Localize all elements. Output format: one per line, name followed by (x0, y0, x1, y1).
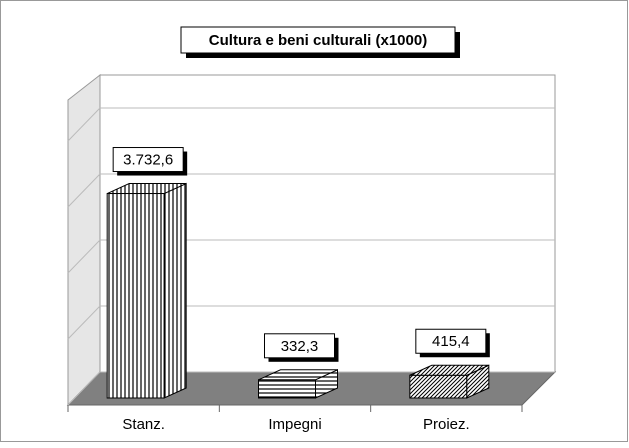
value-label-box (415, 328, 487, 354)
value-label: 332,3 (281, 338, 319, 355)
bar-top (409, 364, 490, 376)
grid-line-side (67, 239, 101, 274)
grid-line-side (67, 371, 101, 406)
x-tick-label: Proiez. (423, 416, 470, 433)
value-label-box (264, 333, 335, 359)
x-tick-label: Impegni (268, 416, 321, 433)
x-tick-label: Stanz. (122, 416, 165, 433)
bar-front (106, 193, 165, 399)
grid-line-side (67, 173, 101, 208)
value-label: 3.732,6 (123, 151, 173, 168)
chart-title: Cultura e beni culturali (x1000) (209, 32, 427, 49)
bar-front (258, 379, 316, 399)
value-label: 415,4 (432, 333, 470, 350)
bar-front (409, 374, 468, 399)
grid-line-side (67, 305, 101, 340)
bar-top (258, 369, 338, 381)
bar-side (163, 182, 187, 399)
value-label-box (112, 147, 184, 173)
grid-line-side (67, 107, 101, 142)
title-box (180, 26, 456, 54)
bar-top (106, 183, 187, 195)
